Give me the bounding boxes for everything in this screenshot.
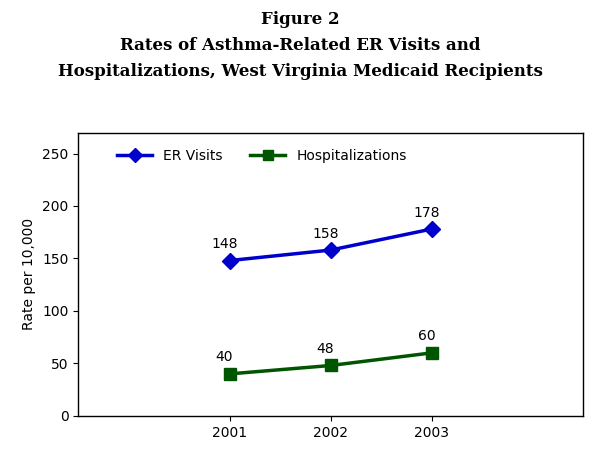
Text: Figure 2: Figure 2 [261,11,340,28]
Text: Rates of Asthma-Related ER Visits and: Rates of Asthma-Related ER Visits and [120,37,481,53]
Y-axis label: Rate per 10,000: Rate per 10,000 [22,218,37,330]
Text: 178: 178 [413,206,440,220]
Text: 148: 148 [212,237,238,251]
Text: 48: 48 [317,342,334,356]
Text: Hospitalizations, West Virginia Medicaid Recipients: Hospitalizations, West Virginia Medicaid… [58,63,543,80]
Text: 40: 40 [216,351,233,364]
Text: 158: 158 [313,227,339,241]
Legend: ER Visits, Hospitalizations: ER Visits, Hospitalizations [111,142,413,170]
Text: 60: 60 [418,329,435,344]
